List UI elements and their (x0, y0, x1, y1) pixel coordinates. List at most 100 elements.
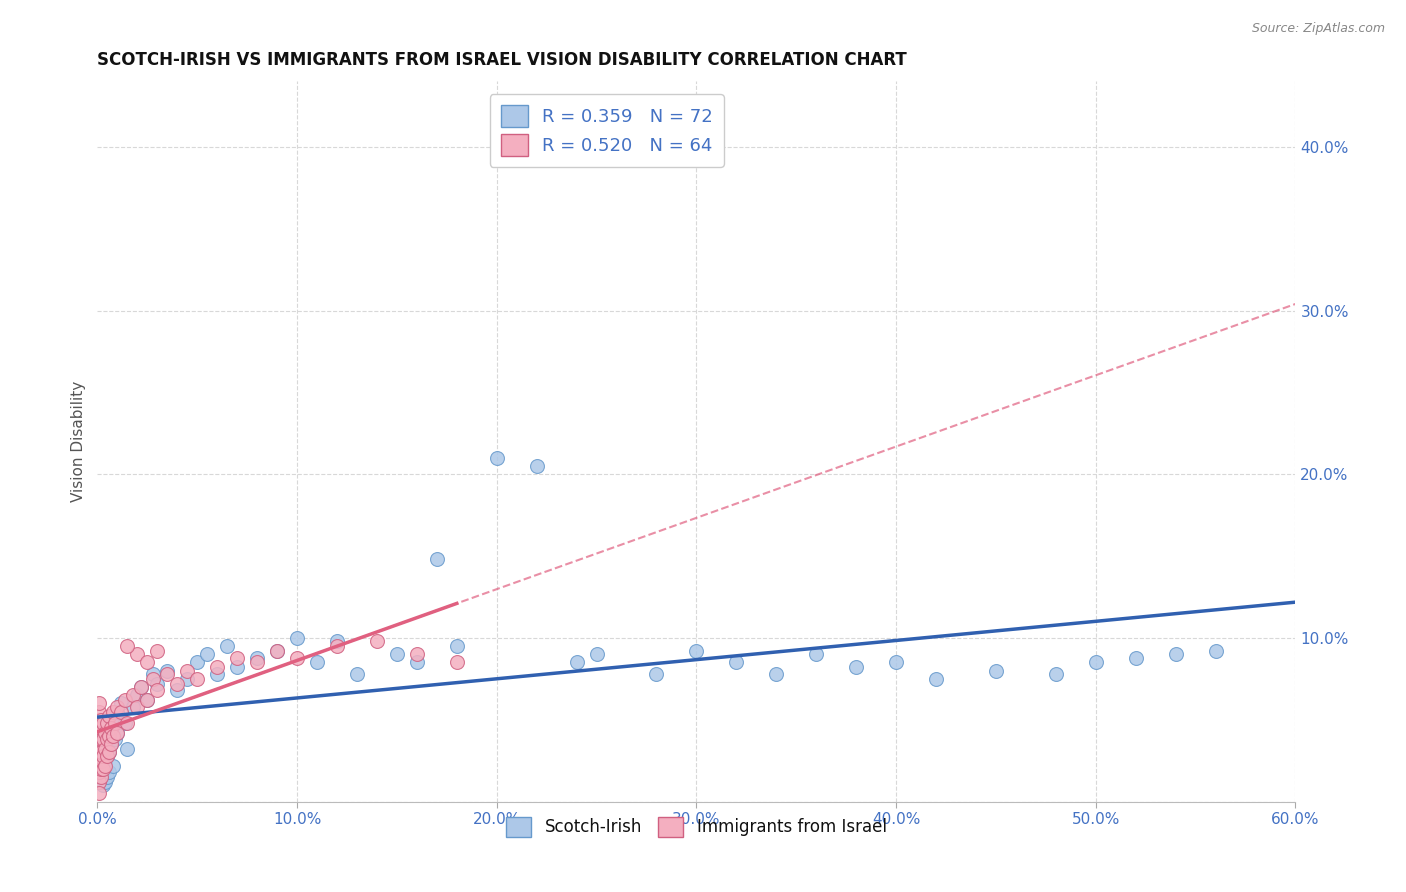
Point (100, 737, 122, 751)
Point (89, 705, 111, 719)
Y-axis label: Vision Disability: Vision Disability (72, 381, 86, 502)
Point (100, 737, 122, 751)
Point (725, 656, 748, 670)
Point (96, 721, 118, 735)
Point (103, 705, 125, 719)
Point (925, 672, 948, 686)
Point (186, 672, 208, 686)
Point (226, 660, 249, 674)
Point (89, 737, 111, 751)
Point (90, 762, 112, 776)
Point (89, 721, 111, 735)
Point (366, 634, 388, 648)
Point (98, 765, 121, 780)
Point (93, 762, 115, 776)
Point (94, 775, 117, 789)
Point (100, 713, 122, 727)
Point (93, 729, 115, 743)
Point (94, 742, 117, 756)
Point (1125, 650, 1147, 665)
Point (146, 677, 169, 691)
Point (217, 639, 239, 653)
Point (136, 693, 159, 707)
Point (326, 639, 349, 653)
Point (166, 683, 188, 698)
Point (90, 732, 112, 747)
Point (1205, 644, 1227, 658)
Point (446, 656, 468, 670)
Point (176, 672, 198, 686)
Point (117, 639, 139, 653)
Point (89, 765, 111, 780)
Point (89, 754, 111, 768)
Point (122, 699, 145, 714)
Point (110, 697, 132, 711)
Point (405, 656, 427, 670)
Point (285, 650, 308, 665)
Point (246, 650, 269, 665)
Point (205, 666, 228, 681)
Point (89, 746, 111, 760)
Point (94, 732, 117, 747)
Point (585, 647, 607, 661)
Point (122, 688, 145, 702)
Point (98, 709, 121, 723)
Point (146, 683, 169, 698)
Point (96, 732, 118, 747)
Point (96, 716, 118, 731)
Point (104, 716, 127, 731)
Point (96, 748, 118, 763)
Text: SCOTCH-IRISH VS IMMIGRANTS FROM ISRAEL VISION DISABILITY CORRELATION CHART: SCOTCH-IRISH VS IMMIGRANTS FROM ISRAEL V… (97, 51, 907, 69)
Point (405, 647, 427, 661)
Point (103, 716, 125, 731)
Point (98, 726, 121, 740)
Point (205, 660, 228, 674)
Point (685, 644, 707, 658)
Point (765, 666, 787, 681)
Point (90, 713, 112, 727)
Point (246, 656, 269, 670)
Point (136, 656, 159, 670)
Point (485, 450, 508, 465)
Point (127, 647, 149, 661)
Point (285, 631, 308, 645)
Point (117, 742, 139, 756)
Point (114, 716, 136, 731)
Point (1084, 656, 1107, 670)
Point (136, 693, 159, 707)
Point (90, 746, 112, 760)
Point (114, 693, 136, 707)
Point (103, 729, 125, 743)
Point (526, 458, 548, 473)
Point (446, 639, 468, 653)
Point (117, 716, 139, 731)
Point (326, 634, 349, 648)
Point (89, 786, 111, 800)
Point (127, 688, 149, 702)
Point (94, 758, 117, 772)
Point (645, 666, 668, 681)
Text: Source: ZipAtlas.com: Source: ZipAtlas.com (1251, 22, 1385, 36)
Point (98, 729, 121, 743)
Point (94, 754, 117, 768)
Point (93, 732, 115, 747)
Point (90, 721, 112, 735)
Point (100, 721, 122, 735)
Point (105, 699, 128, 714)
Point (98, 746, 121, 760)
Point (90, 754, 112, 768)
Point (146, 644, 169, 658)
Point (89, 746, 111, 760)
Legend: Scotch-Irish, Immigrants from Israel: Scotch-Irish, Immigrants from Israel (499, 810, 893, 844)
Point (266, 644, 288, 658)
Point (93, 765, 115, 780)
Point (142, 666, 165, 681)
Point (346, 666, 368, 681)
Point (845, 660, 868, 674)
Point (104, 732, 127, 747)
Point (93, 716, 115, 731)
Point (266, 644, 288, 658)
Point (984, 664, 1007, 678)
Point (385, 647, 408, 661)
Point (426, 552, 449, 566)
